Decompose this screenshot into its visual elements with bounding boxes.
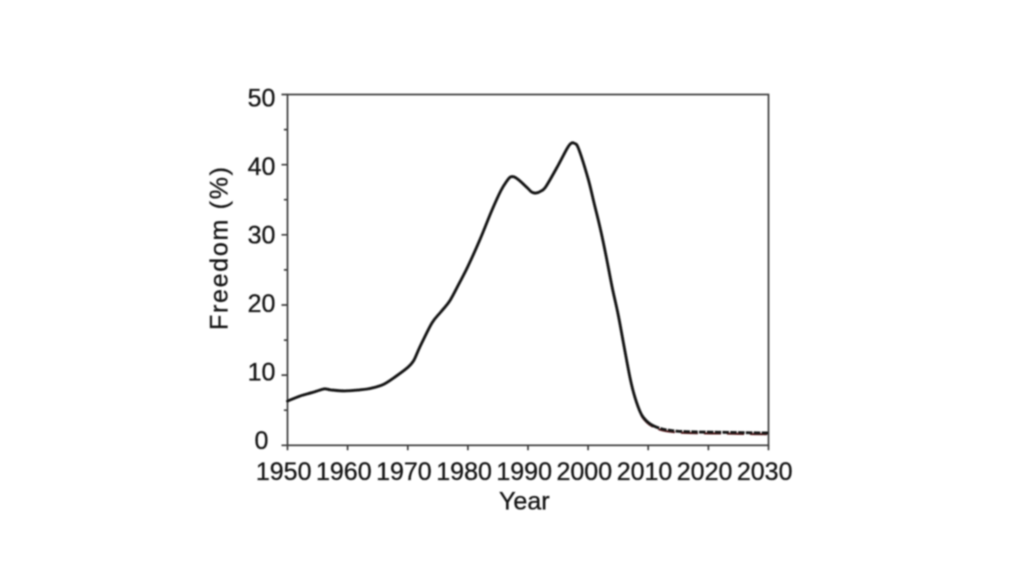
- svg-text:Freedom (%): Freedom (%): [206, 167, 234, 330]
- svg-text:1970: 1970: [376, 458, 432, 486]
- svg-text:2010: 2010: [617, 458, 673, 486]
- svg-text:1950: 1950: [256, 458, 312, 486]
- svg-text:Year: Year: [499, 488, 550, 516]
- svg-text:40: 40: [248, 153, 276, 181]
- svg-text:2030: 2030: [737, 458, 793, 486]
- svg-text:1980: 1980: [436, 458, 492, 486]
- svg-text:1960: 1960: [316, 458, 372, 486]
- svg-text:0: 0: [255, 427, 269, 455]
- svg-text:1990: 1990: [496, 458, 552, 486]
- svg-text:10: 10: [248, 359, 276, 387]
- svg-text:30: 30: [248, 222, 276, 250]
- svg-text:2020: 2020: [677, 458, 733, 486]
- svg-text:20: 20: [248, 290, 276, 318]
- svg-text:2000: 2000: [556, 458, 612, 486]
- svg-text:50: 50: [248, 85, 276, 113]
